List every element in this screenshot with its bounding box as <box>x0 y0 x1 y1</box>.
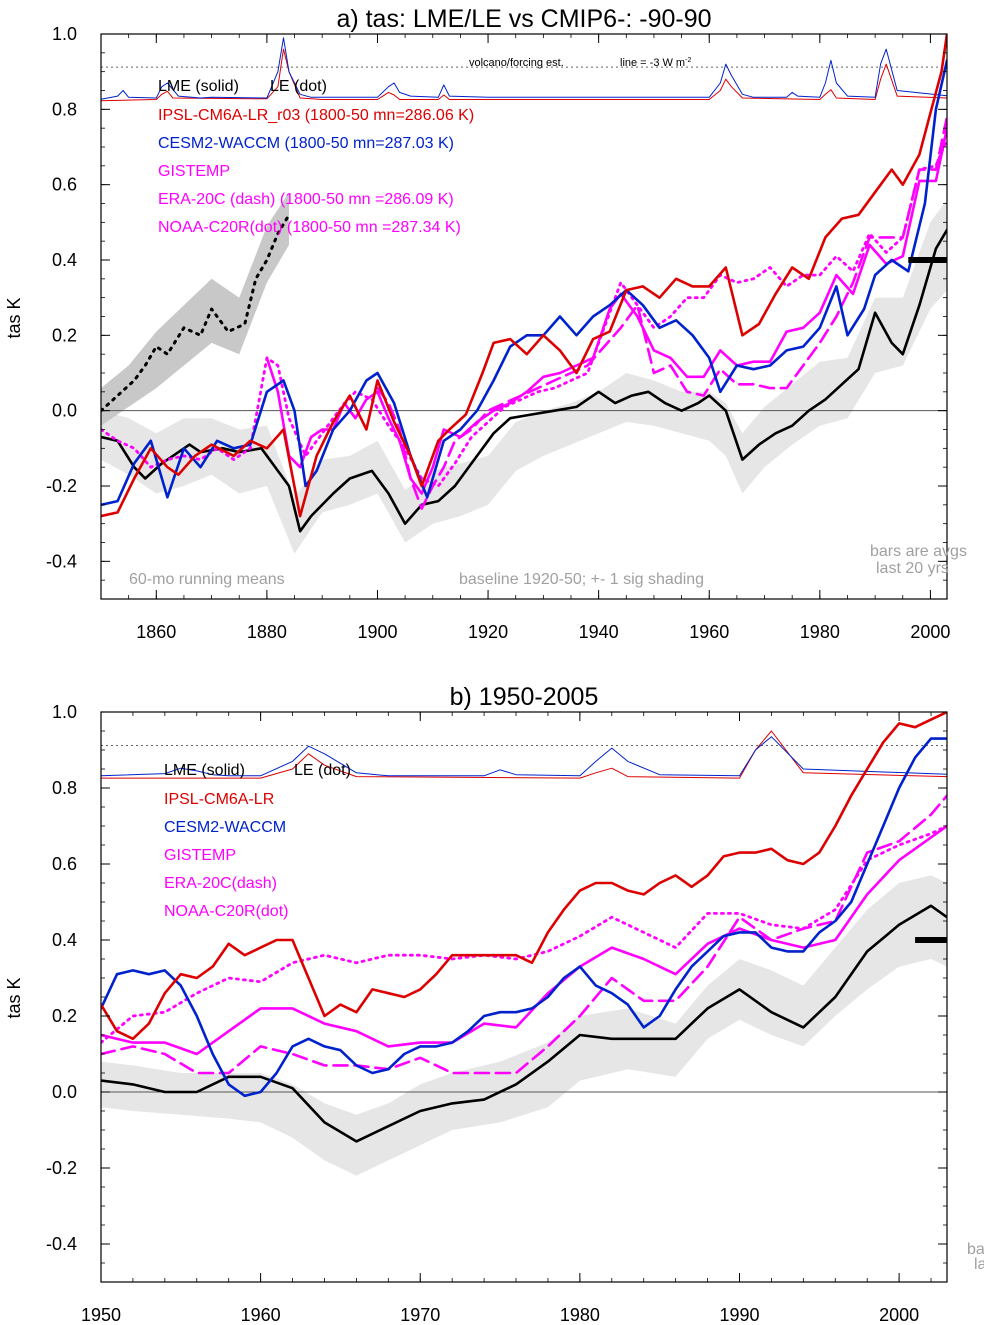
legend-ipsl: IPSL-CM6A-LR_r03 (1800-50 mn=286.06 K) <box>158 107 474 124</box>
series-noaa <box>101 824 947 1044</box>
series-forc_ipsl <box>101 48 947 102</box>
ytick-label: 0.2 <box>52 1006 77 1026</box>
xtick-label: 1900 <box>357 622 397 642</box>
legend-lme: LME (solid) <box>164 762 245 779</box>
series-gistemp <box>101 824 947 1056</box>
xtick-label: 1960 <box>241 1305 281 1325</box>
xtick-label: 2000 <box>910 622 950 642</box>
ytick-label: 0.4 <box>52 930 77 950</box>
series-ipsl <box>101 34 947 518</box>
series-lme <box>101 904 947 1143</box>
panel-b-annotations: ba la <box>967 1241 984 1273</box>
legend-cesm: CESM2-WACCM <box>164 819 286 836</box>
series-era <box>101 794 947 1075</box>
annotation-volcano: volcano/forcing est. <box>469 57 564 69</box>
ytick-label: 0.6 <box>52 854 77 874</box>
ytick-label: 1.0 <box>52 24 77 44</box>
ytick-label: -0.4 <box>46 1234 77 1254</box>
xtick-label: 1980 <box>560 1305 600 1325</box>
ytick-label: 0.6 <box>52 175 77 195</box>
panel-b: b) 1950-2005 tas K -0.4 -0.2 0.0 0.2 0.4 0.6 0… <box>4 683 984 1325</box>
annotation-running-means: 60-mo running means <box>129 571 285 588</box>
annotation-bars-2: la <box>974 1256 984 1273</box>
panel-b-plot: -0.4 -0.2 0.0 0.2 0.4 0.6 0.8 1.0 1950 1960 1970 19… <box>46 702 948 1325</box>
lme_shade-band <box>101 199 947 554</box>
series-lme <box>101 228 947 533</box>
ytick-label: 0.0 <box>52 401 77 421</box>
annotation-bars-1: ba <box>967 1241 984 1258</box>
xtick-label: 1960 <box>689 622 729 642</box>
series-era <box>376 115 947 510</box>
xtick-label: 1880 <box>247 622 287 642</box>
series-forc_cesm <box>101 37 947 100</box>
panel-a-ylabel: tas K <box>4 297 24 338</box>
legend-lme: LME (solid) <box>158 78 239 95</box>
ytick-label: 1.0 <box>52 702 77 722</box>
xtick-label: 1970 <box>400 1305 440 1325</box>
annotation-baseline: baseline 1920-50; +- 1 sig shading <box>459 571 704 588</box>
panel-b-title: b) 1950-2005 <box>450 683 599 711</box>
ytick-label: 0.4 <box>52 250 77 270</box>
legend-le: LE (dot) <box>294 762 351 779</box>
annotation-forcing-sup: -2 <box>685 57 691 64</box>
xtick-label: 1860 <box>136 622 176 642</box>
series-gistemp <box>265 126 947 495</box>
plot-area <box>101 712 947 1176</box>
legend-noaa: NOAA-C20R(dot) <box>164 903 288 920</box>
series-cesm <box>101 59 947 507</box>
series-forc_ipsl <box>101 730 947 779</box>
series-cesm <box>101 737 947 1098</box>
xtick-label: 2000 <box>879 1305 919 1325</box>
ytick-label: -0.2 <box>46 1158 77 1178</box>
annotation-forcing-line: line = -3 W m-2 <box>620 57 691 69</box>
legend-noaa: NOAA-C20R(dot) (1800-50 mn =287.34 K) <box>158 219 461 236</box>
legend-cesm: CESM2-WACCM (1800-50 mn=287.03 K) <box>158 135 454 152</box>
xtick-label: 1980 <box>800 622 840 642</box>
legend-gistemp: GISTEMP <box>164 847 236 864</box>
panel-a-legend: LME (solid) LE (dot) IPSL-CM6A-LR_r03 (1… <box>158 78 474 236</box>
le_shade-band <box>101 192 289 426</box>
annotation-bars-1: bars are avgs <box>870 543 967 560</box>
series-noaa <box>101 138 947 488</box>
panel-a-plot: -0.4 -0.2 0.0 0.2 0.4 0.6 0.8 1.0 1860 1880 1900 19… <box>46 24 950 642</box>
plot-area <box>101 34 947 554</box>
ytick-label: 0.0 <box>52 1082 77 1102</box>
panel-b-legend: LME (solid) LE (dot) IPSL-CM6A-LR CESM2-… <box>164 762 351 920</box>
series-ipsl <box>101 712 947 1041</box>
panel-b-ylabel: tas K <box>4 977 24 1018</box>
legend-era: ERA-20C (dash) (1800-50 mn =286.09 K) <box>158 191 454 208</box>
ytick-label: 0.8 <box>52 99 77 119</box>
annotation-bars-2: last 20 yrs <box>876 560 949 577</box>
series-forc_cesm <box>101 736 947 777</box>
ytick-label: -0.4 <box>46 551 77 571</box>
annotation-forcing-text: line = -3 W m <box>620 57 685 69</box>
legend-ipsl: IPSL-CM6A-LR <box>164 791 274 808</box>
legend-era: ERA-20C(dash) <box>164 875 277 892</box>
ytick-label: -0.2 <box>46 476 77 496</box>
xtick-label: 1940 <box>579 622 619 642</box>
legend-gistemp: GISTEMP <box>158 163 230 180</box>
ytick-label: 0.2 <box>52 325 77 345</box>
ytick-label: 0.8 <box>52 778 77 798</box>
legend-le: LE (dot) <box>270 78 327 95</box>
xtick-label: 1990 <box>719 1305 759 1325</box>
series-le <box>101 213 291 413</box>
panel-a-annotations: volcano/forcing est. line = -3 W m-2 60-… <box>129 57 967 588</box>
xtick-label: 1920 <box>468 622 508 642</box>
lme_shade-band <box>101 875 947 1176</box>
panel-a-title: a) tas: LME/LE vs CMIP6-: -90-90 <box>336 5 711 33</box>
xtick-label: 1950 <box>81 1305 121 1325</box>
panel-a: a) tas: LME/LE vs CMIP6-: -90-90 tas K -… <box>4 5 967 642</box>
